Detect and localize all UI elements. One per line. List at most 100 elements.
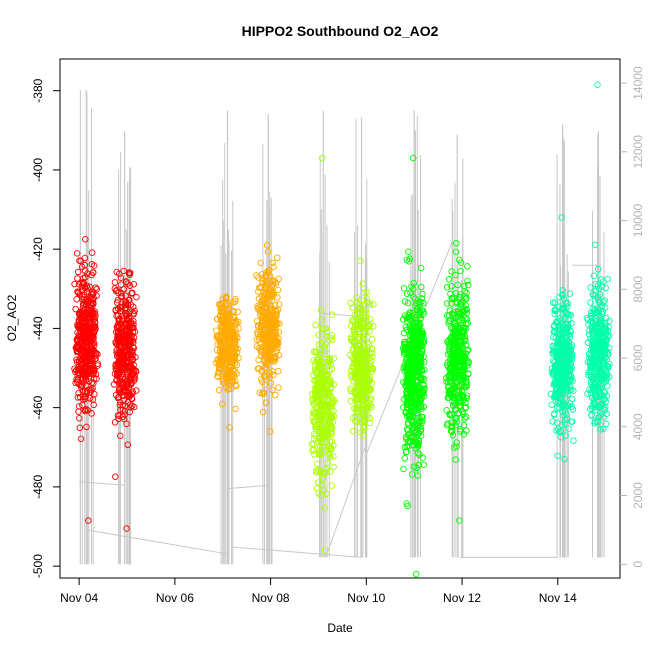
o2-point: [76, 393, 84, 401]
o2-point: [222, 311, 229, 319]
o2-point: [559, 291, 567, 299]
o2-point: [406, 437, 413, 445]
o2-point: [231, 296, 239, 303]
o2-point: [413, 464, 420, 472]
o2-point: [223, 361, 230, 368]
o2-point: [222, 345, 229, 353]
o2-point: [460, 364, 467, 371]
o2-point: [225, 385, 233, 392]
o2-point: [561, 455, 568, 463]
o2-point: [555, 303, 563, 311]
o2-point: [259, 408, 267, 416]
o2-point: [590, 360, 597, 368]
o2-point: [448, 359, 456, 366]
o2-point: [262, 399, 270, 406]
o2-point: [566, 386, 573, 394]
o2-point: [120, 286, 127, 293]
o2-point: [123, 380, 130, 388]
o2-point: [268, 345, 275, 352]
o2-point: [123, 420, 130, 428]
o2-point: [408, 359, 415, 367]
o2-point: [414, 472, 422, 479]
o2-point: [322, 386, 329, 394]
o2-point: [82, 236, 89, 243]
o2-point: [275, 351, 283, 359]
o2-point: [594, 419, 601, 426]
o2-point: [456, 517, 463, 524]
o2-point: [75, 403, 83, 410]
o2-point: [270, 371, 277, 378]
o2-point: [315, 438, 322, 446]
o2-point: [358, 307, 365, 315]
o2-point: [448, 367, 455, 375]
o2-point: [132, 387, 140, 394]
o2-point: [127, 376, 135, 383]
o2-point: [404, 375, 411, 383]
o2-point: [312, 432, 319, 440]
o2-point: [128, 349, 136, 356]
o2-point: [325, 392, 333, 399]
o2-point: [358, 344, 365, 352]
o2-point: [222, 361, 230, 369]
o2-point: [354, 309, 361, 316]
o2-point: [464, 281, 472, 289]
y2-axis: 0 2000 4000 6000 8000 10000 12000 14000: [620, 66, 645, 568]
o2-point: [590, 340, 597, 347]
o2-point: [327, 446, 334, 453]
o2-point: [362, 394, 369, 401]
o2-point: [130, 303, 137, 311]
y-tick-label: -400: [31, 158, 45, 182]
o2-point: [403, 256, 410, 264]
o2-point: [564, 320, 572, 328]
o2-point: [275, 340, 282, 347]
o2-point: [89, 269, 97, 277]
o2-point: [420, 382, 427, 389]
o2-point: [357, 363, 365, 371]
o2-point: [88, 313, 96, 320]
o2-point: [263, 269, 270, 276]
y2-tick-label: 0: [631, 561, 645, 568]
o2-point: [416, 311, 424, 319]
o2-point: [92, 355, 99, 363]
o2-point: [568, 355, 576, 363]
o2-point: [450, 309, 458, 316]
o2-point: [445, 337, 452, 344]
o2-point: [566, 383, 574, 390]
o2-point: [230, 299, 237, 306]
o2-point: [117, 305, 125, 312]
o2-point: [402, 323, 410, 331]
o2-point: [454, 281, 461, 289]
o2-point: [262, 349, 269, 357]
o2-point: [411, 295, 419, 303]
o2-point: [232, 381, 239, 389]
o2-point: [261, 372, 269, 380]
o2-point: [551, 392, 559, 399]
o2-point: [260, 390, 268, 398]
o2-point: [406, 387, 414, 394]
o2-point: [320, 395, 328, 402]
x-tick-label: Nov 06: [156, 591, 194, 605]
o2-point: [123, 278, 130, 286]
o2-point: [319, 325, 326, 332]
o2-point: [452, 401, 459, 408]
o2-point: [232, 377, 239, 384]
o2-point: [563, 327, 570, 334]
o2-point: [368, 345, 376, 353]
o2-point: [403, 290, 411, 297]
o2-point: [80, 291, 88, 298]
o2-point: [118, 307, 125, 315]
x-tick-label: Nov 14: [539, 591, 577, 605]
o2-point: [260, 342, 268, 350]
o2-point: [326, 442, 333, 450]
o2-point: [83, 329, 91, 337]
o2-point: [87, 301, 94, 308]
o2-point: [448, 351, 455, 359]
o2-point: [464, 347, 471, 354]
o2-point: [328, 412, 336, 419]
o2-point: [414, 323, 421, 330]
o2-point: [450, 385, 458, 393]
o2-point: [317, 387, 324, 395]
o2-point: [314, 393, 322, 400]
o2-point: [71, 365, 78, 372]
o2-point: [235, 354, 242, 362]
